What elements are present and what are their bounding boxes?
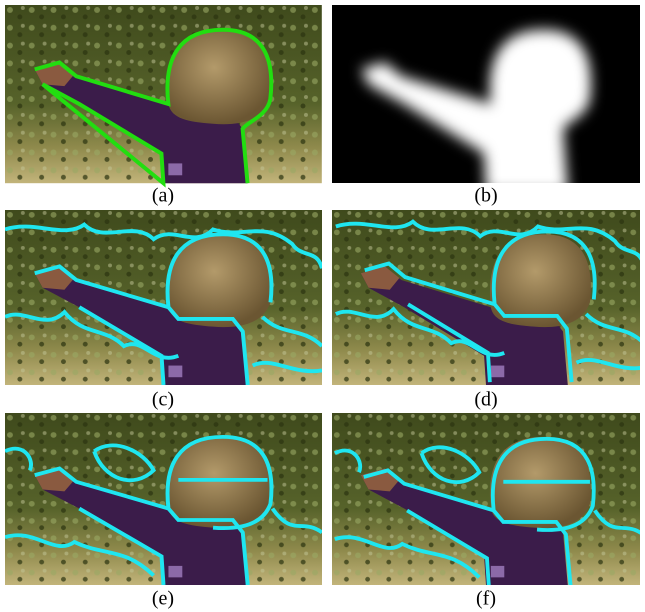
caption: (b) xyxy=(474,185,497,207)
panel-e xyxy=(5,413,322,585)
panel-b xyxy=(332,5,640,193)
caption: (a) xyxy=(152,185,174,207)
caption: (c) xyxy=(152,389,174,411)
caption: (d) xyxy=(474,389,497,411)
figure: (a) (b) (c) (d) (e) (f) xyxy=(0,0,645,612)
panel-a xyxy=(5,5,322,183)
panel-f xyxy=(332,413,643,587)
caption: (f) xyxy=(476,588,496,610)
panel-d xyxy=(332,210,644,385)
panel-c xyxy=(5,210,322,385)
caption: (e) xyxy=(152,588,174,610)
